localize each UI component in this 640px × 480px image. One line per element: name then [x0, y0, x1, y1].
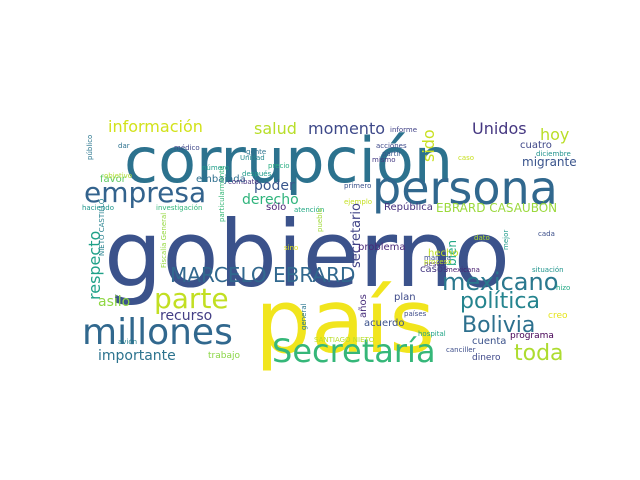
word-salud: salud — [254, 119, 297, 138]
word-nieto-castillo: NIETO CASTILLO — [98, 198, 106, 256]
word-republica: República — [384, 201, 433, 213]
word-cuatro: cuatro — [520, 140, 552, 151]
word-secretaria: Secretaría — [272, 332, 436, 370]
word-corrupcion: corrupción — [124, 124, 453, 197]
word-persona: persona — [372, 161, 558, 215]
word-anos: años — [358, 294, 369, 318]
word-politica: política — [460, 289, 540, 314]
word-sino: sino — [284, 244, 298, 252]
word-mexicano: mexicano — [442, 268, 558, 296]
word-embajada: embajada — [196, 174, 246, 185]
word-mexicana: mexicana — [446, 266, 480, 274]
word-canciller: canciller — [446, 346, 476, 354]
word-hoy: hoy — [540, 125, 569, 144]
word-bolivia: Bolivia — [462, 313, 535, 338]
word-cada: cada — [538, 230, 555, 238]
word-pesos: pesos — [424, 260, 445, 268]
word-hospital: hospital — [418, 330, 446, 338]
word-informacion: información — [108, 117, 203, 136]
word-precio: precio — [268, 162, 290, 170]
word-ejemplo: ejemplo — [344, 198, 372, 206]
word-unidos: Unidos — [472, 119, 527, 138]
word-dato: dato — [474, 234, 490, 242]
word-creo: creo — [548, 311, 568, 321]
word-trabajo: trabajo — [208, 351, 240, 361]
word-momento: momento — [308, 119, 385, 138]
word-caso: caso — [458, 154, 474, 162]
word-solo: sólo — [266, 201, 286, 213]
word-dinero: dinero — [472, 353, 501, 363]
word-parte: parte — [154, 282, 229, 315]
word-toda: toda — [514, 341, 564, 366]
word-informe: informe — [390, 126, 417, 134]
word-objetivo: objetivo — [104, 172, 132, 180]
word-atencion: atención — [294, 206, 324, 214]
word-migrante: migrante — [522, 155, 577, 169]
word-hizo: hizo — [556, 284, 570, 292]
word-secretario: secretario — [349, 203, 364, 268]
word-marcelo-ebrard: MARCELO EBRARD — [170, 263, 355, 287]
word-cloud-background — [80, 113, 560, 367]
word-casos: casos — [420, 264, 448, 275]
word-investigacion: investigación — [156, 204, 202, 212]
word-ebrard-casaubon: EBRARD CASAUBÓN — [436, 200, 557, 215]
word-recurso: recurso — [160, 308, 212, 324]
word-mismo: mismo — [372, 156, 396, 164]
word-numero: número — [202, 164, 229, 172]
word-mejor: mejor — [502, 230, 510, 250]
word-primero: primero — [344, 182, 371, 190]
word-asilo: asilo — [98, 294, 130, 310]
word-fiscalia-general: Fiscalía General — [160, 213, 168, 268]
word-manera: manera — [424, 254, 451, 262]
word-acuerdo: acuerdo — [364, 318, 405, 329]
word-programa: programa — [510, 331, 554, 341]
word-partir: partir — [382, 150, 401, 158]
word-dar: dar — [118, 142, 130, 150]
word-importante: importante — [98, 348, 176, 364]
word-proceso: proceso — [424, 258, 452, 266]
word-plan: plan — [394, 292, 416, 303]
word-publico: público — [86, 135, 94, 160]
word-cuenta: cuenta — [472, 336, 506, 347]
word-hecho: hecho — [428, 248, 458, 259]
word-paises: países — [404, 310, 427, 318]
word-poder: poder — [254, 178, 295, 194]
word-haciendo: haciendo — [82, 204, 114, 212]
word-santiago-nieto: SANTIAGO NIETO — [314, 336, 375, 344]
word-combate: combate — [228, 178, 259, 186]
word-pueblo: pueblo — [316, 208, 324, 232]
word-problema: problema — [358, 242, 406, 253]
word-general: general — [300, 303, 308, 330]
word-situacion: situación — [532, 266, 564, 274]
word-gobierno: gobierno — [104, 201, 510, 308]
word-respecto: respecto — [85, 231, 104, 300]
word-derecho: derecho — [242, 192, 299, 208]
word-millones: millones — [82, 312, 233, 353]
word-sido: sido — [419, 129, 438, 162]
word-medico: médico — [174, 144, 200, 152]
word-pais: país — [255, 270, 435, 373]
word-unidad: Unidad — [240, 154, 265, 162]
word-favor: favor — [100, 174, 127, 185]
word-despues: después — [242, 170, 272, 178]
word-diciembre: diciembre — [536, 150, 571, 158]
word-acciones: acciones — [376, 142, 407, 150]
word-bien: bien — [445, 240, 459, 266]
word-particularmente: particularmente — [218, 166, 226, 222]
word-empresa: empresa — [84, 176, 206, 209]
word-gente: gente — [246, 148, 266, 156]
word-avion: avión — [118, 338, 137, 346]
